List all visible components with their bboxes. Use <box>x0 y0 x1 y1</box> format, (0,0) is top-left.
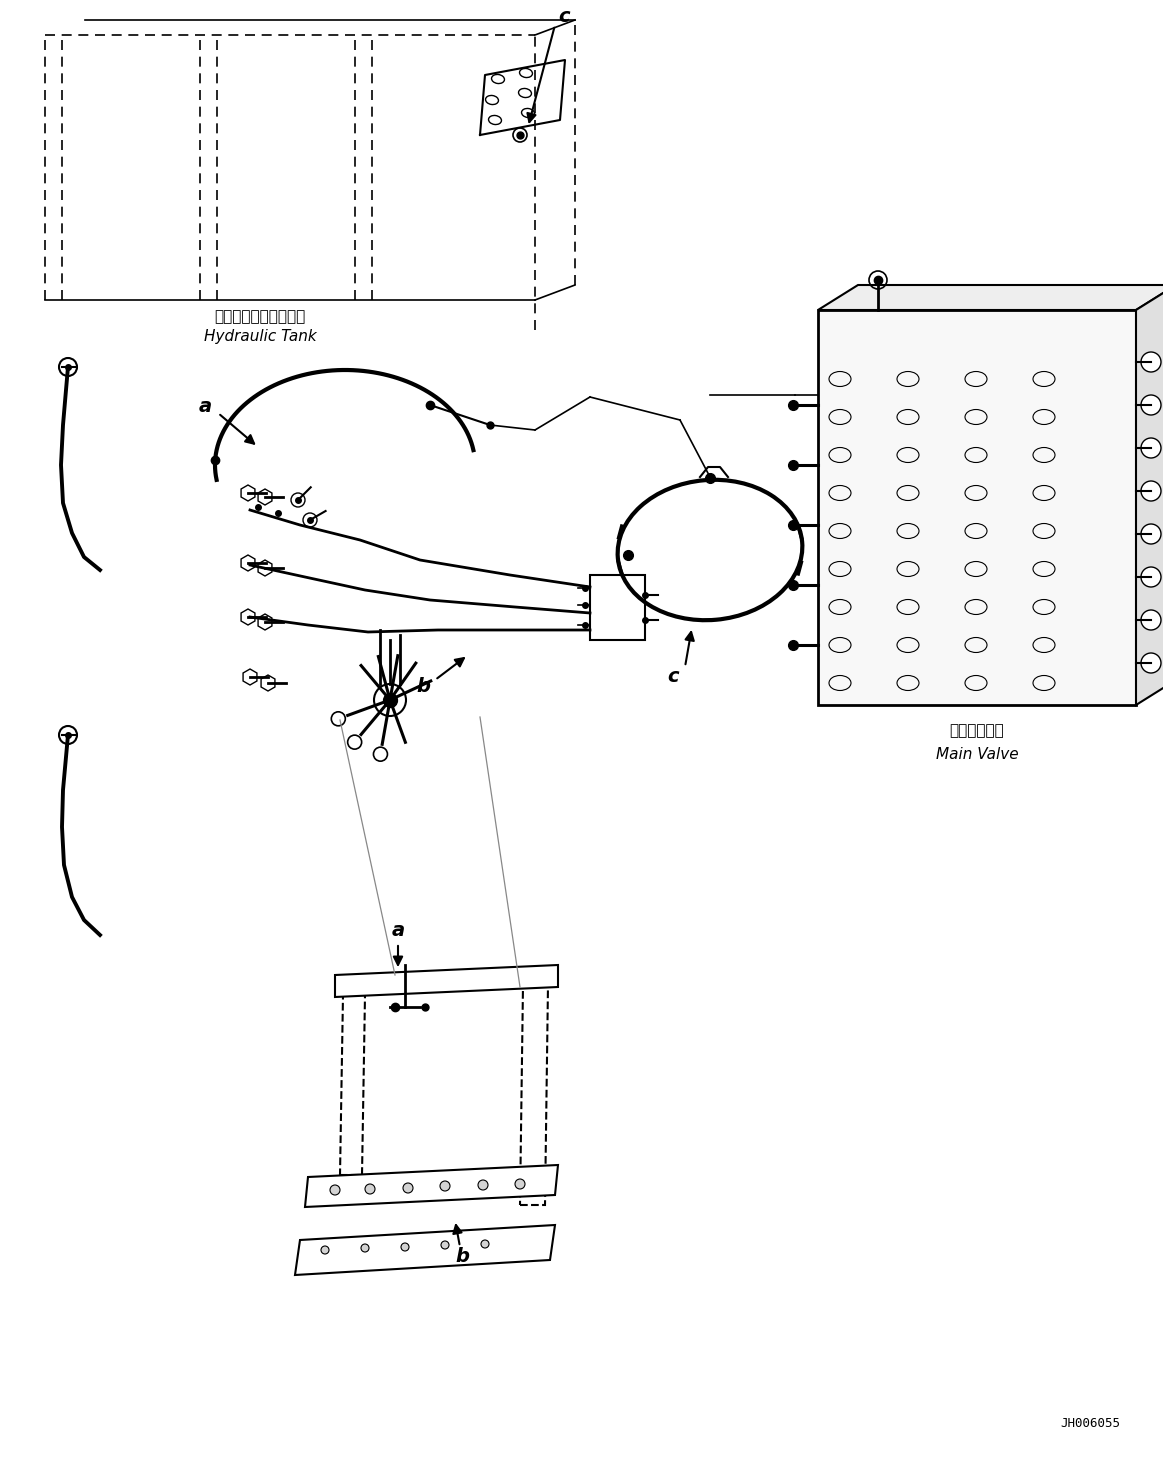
Text: ハイドロリックタンク: ハイドロリックタンク <box>214 310 306 324</box>
Circle shape <box>401 1243 409 1251</box>
Circle shape <box>440 1181 450 1190</box>
Text: a: a <box>392 920 405 940</box>
Polygon shape <box>1136 285 1163 705</box>
Circle shape <box>348 735 362 749</box>
Text: a: a <box>199 397 212 416</box>
Circle shape <box>1141 438 1161 459</box>
Circle shape <box>1141 395 1161 414</box>
Circle shape <box>1141 481 1161 502</box>
Polygon shape <box>520 985 548 1205</box>
Polygon shape <box>818 285 1163 310</box>
Circle shape <box>1141 353 1161 372</box>
Circle shape <box>330 1184 340 1195</box>
Polygon shape <box>295 1226 555 1274</box>
Polygon shape <box>305 1165 558 1207</box>
Circle shape <box>478 1180 488 1190</box>
Text: c: c <box>558 7 570 27</box>
Text: Hydraulic Tank: Hydraulic Tank <box>204 329 316 345</box>
Bar <box>818 310 1136 705</box>
Circle shape <box>1141 653 1161 673</box>
Polygon shape <box>340 996 365 1176</box>
Circle shape <box>321 1246 329 1254</box>
Circle shape <box>373 748 387 761</box>
Circle shape <box>1141 566 1161 587</box>
Circle shape <box>361 1243 369 1252</box>
Text: c: c <box>668 668 679 686</box>
Circle shape <box>1141 524 1161 544</box>
Circle shape <box>365 1184 374 1193</box>
Text: メインバルブ: メインバルブ <box>950 723 1005 738</box>
Bar <box>590 575 645 640</box>
Polygon shape <box>335 965 558 997</box>
Circle shape <box>441 1240 449 1249</box>
Text: b: b <box>416 677 430 696</box>
Circle shape <box>331 712 345 726</box>
Circle shape <box>404 1183 413 1193</box>
Circle shape <box>481 1240 488 1248</box>
Text: b: b <box>455 1248 469 1267</box>
Circle shape <box>515 1179 525 1189</box>
Text: JH006055: JH006055 <box>1059 1417 1120 1429</box>
Text: Main Valve: Main Valve <box>936 746 1019 763</box>
Circle shape <box>1141 611 1161 630</box>
